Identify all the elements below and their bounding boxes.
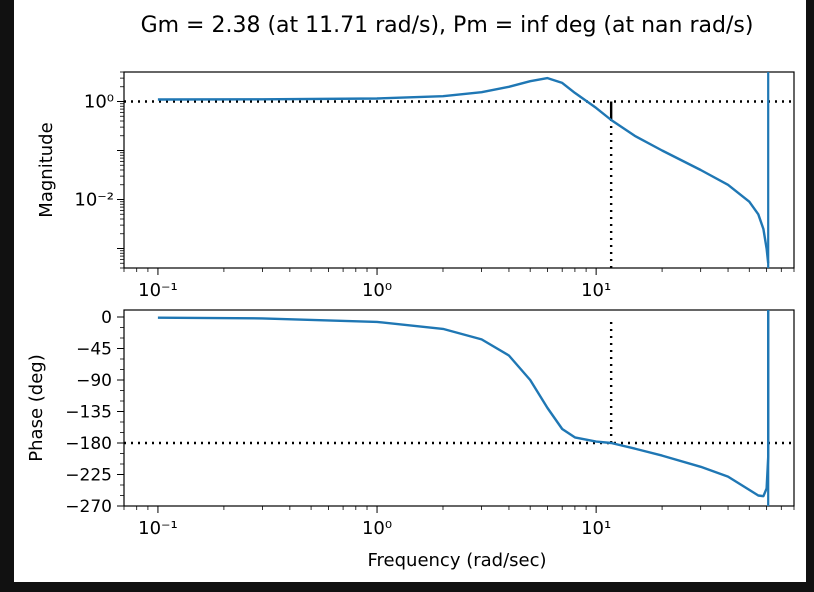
plot-area-frame (123, 309, 795, 507)
plot-area-frame (123, 71, 795, 269)
y-tick-label: 0 (101, 308, 112, 328)
x-axis-label: Frequency (rad/sec) (367, 550, 546, 571)
y-tick-label: 10⁻² (74, 190, 114, 211)
y-tick-label: 10⁰ (84, 92, 114, 113)
x-tick-label: 10⁻¹ (138, 280, 178, 301)
y-tick-label: −90 (76, 371, 112, 391)
x-tick-label: 10¹ (581, 518, 611, 539)
y-tick-label: −135 (65, 403, 112, 423)
y-tick-label: −270 (65, 497, 112, 517)
x-tick-label: 10⁻¹ (138, 518, 178, 539)
x-tick-label: 10¹ (581, 280, 611, 301)
y-axis-label: Magnitude (36, 122, 57, 217)
y-axis-label: Phase (deg) (26, 354, 47, 461)
y-tick-label: −180 (65, 434, 112, 454)
y-tick-label: −225 (65, 466, 112, 486)
figure: Gm = 2.38 (at 11.71 rad/s), Pm = inf deg… (14, 0, 806, 582)
phase-panel: 10⁻¹ 10⁰ 10¹ 0 −45 −90 −135 −180 −225 −270 Phase (… (26, 308, 795, 539)
chart-title: Gm = 2.38 (at 11.71 rad/s), Pm = inf deg… (141, 13, 754, 38)
x-tick-label: 10⁰ (362, 280, 392, 301)
x-tick-label: 10⁰ (362, 518, 392, 539)
magnitude-series-line (157, 76, 770, 264)
y-tick-label: −45 (76, 340, 112, 360)
bode-plot: Gm = 2.38 (at 11.71 rad/s), Pm = inf deg… (26, 13, 795, 571)
magnitude-panel: 10⁻¹ 10⁰ 10¹ 10⁰ 10⁻² Magnitude (36, 71, 795, 301)
phase-series-line (157, 310, 770, 498)
